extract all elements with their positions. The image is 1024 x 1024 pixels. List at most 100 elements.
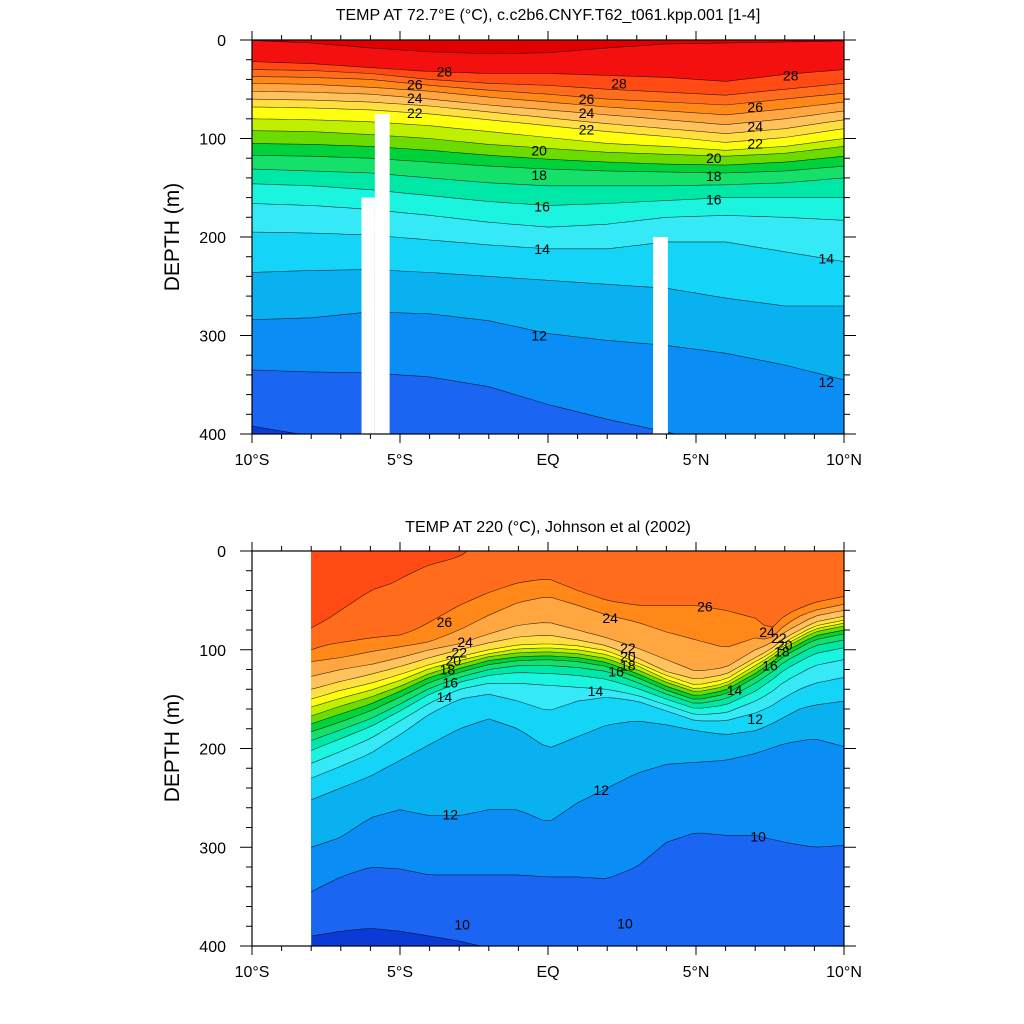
contour-label: 12 [818, 374, 834, 390]
isotherm-19 [252, 143, 844, 166]
x-tick-label: 5°N [683, 452, 710, 469]
contour-label: 20 [777, 637, 793, 653]
chart-1-contour-lines [252, 40, 844, 434]
x-tick-label: 5°N [683, 964, 710, 981]
chart-1-title: TEMP AT 72.7°E (°C), c.c2b6.CNYF.T62_t06… [336, 7, 761, 24]
contour-label: 16 [443, 674, 459, 690]
y-tick-label: 100 [199, 643, 226, 660]
isotherm-21 [252, 118, 844, 151]
chart-2: TEMP AT 220 (°C), Johnson et al (2002) 2… [161, 519, 862, 981]
contour-label: 14 [534, 241, 550, 257]
contour-label: 24 [457, 634, 473, 650]
contour-label: 16 [762, 658, 778, 674]
isotherm-15 [311, 659, 844, 764]
y-tick-label: 300 [199, 840, 226, 857]
contour-label: 26 [437, 614, 453, 630]
isotherm-22 [311, 619, 844, 700]
chart-2-contour-lines [311, 551, 844, 946]
contour-label: 22 [771, 630, 787, 646]
chart-1-fill-layers [252, 40, 844, 434]
contour-label: 12 [443, 807, 459, 823]
contour-label: 18 [620, 658, 636, 674]
isotherm-18 [252, 154, 844, 174]
contour-label: 28 [437, 64, 453, 80]
chart-1-missing-data [361, 113, 668, 434]
contour-label: 24 [747, 119, 763, 135]
contour-label: 22 [451, 645, 467, 661]
fill-layer-28 [252, 40, 844, 82]
contour-label: 28 [783, 67, 799, 83]
contour-label: 26 [747, 99, 763, 115]
contour-label: 10 [750, 828, 766, 844]
x-tick-label: 10°N [826, 452, 862, 469]
chart-1: TEMP AT 72.7°E (°C), c.c2b6.CNYF.T62_t06… [161, 7, 862, 469]
isotherm-13 [252, 269, 844, 307]
contour-label: 18 [774, 644, 790, 660]
isotherm-21 [311, 622, 844, 708]
isotherm-29 [252, 40, 844, 55]
isotherm-26 [311, 579, 844, 651]
contour-label: 26 [579, 91, 595, 107]
contour-label: 20 [531, 142, 547, 158]
isotherm-23 [252, 98, 844, 134]
isotherm-19 [311, 629, 844, 725]
y-tick-label: 400 [199, 427, 226, 444]
contour-label: 18 [706, 168, 722, 184]
contour-label: 18 [531, 167, 547, 183]
isotherm-25 [252, 83, 844, 116]
isotherm-24 [252, 90, 844, 126]
isotherm-15 [252, 203, 844, 228]
contour-label: 14 [727, 682, 743, 698]
x-tick-label: 10°S [235, 452, 270, 469]
contour-label: 26 [407, 76, 423, 92]
isotherm-17 [311, 639, 844, 741]
contour-label: 18 [440, 662, 456, 678]
contour-label: 10 [617, 915, 633, 931]
contour-label: 16 [706, 192, 722, 208]
isotherm-18 [311, 633, 844, 732]
contour-label: 20 [706, 150, 722, 166]
isotherm-24 [311, 610, 844, 677]
contour-label: 16 [534, 198, 550, 214]
chart-2-axes: 10°S 5°S EQ 5°N 10°N 0 100 200 300 400 [199, 542, 862, 981]
chart-2-title: TEMP AT 220 (°C), Johnson et al (2002) [405, 519, 691, 536]
y-tick-label: 0 [217, 544, 226, 561]
contour-label: 22 [620, 640, 636, 656]
isotherm-26 [252, 76, 844, 106]
fill-layer-27 [311, 551, 468, 628]
contour-label: 20 [620, 649, 636, 665]
isotherm-28 [252, 61, 844, 82]
contour-label: 14 [437, 689, 453, 705]
contour-label: 10 [454, 916, 470, 932]
isotherm-27 [252, 69, 844, 96]
contour-label: 12 [747, 711, 763, 727]
isotherm-20 [311, 625, 844, 717]
y-tick-label: 200 [199, 230, 226, 247]
contour-label: 22 [747, 135, 763, 151]
contour-label: 22 [579, 122, 595, 138]
contour-label: 12 [593, 782, 609, 798]
x-tick-label: 5°S [387, 964, 413, 981]
isotherm-13 [311, 700, 844, 801]
x-tick-label: EQ [536, 452, 559, 469]
y-tick-label: 400 [199, 939, 226, 956]
fill-layer-26 [311, 551, 844, 650]
isotherm-11 [311, 832, 844, 892]
isotherm-22 [252, 106, 844, 143]
fill-layer-29 [252, 40, 844, 54]
isotherm-20 [252, 130, 844, 157]
isotherm-12 [311, 739, 844, 848]
x-tick-label: 10°N [826, 964, 862, 981]
contour-label: 24 [579, 105, 595, 121]
missing-data-column [361, 197, 375, 434]
y-tick-label: 300 [199, 329, 226, 346]
x-tick-label: EQ [536, 964, 559, 981]
contour-label: 28 [611, 75, 627, 91]
y-tick-label: 100 [199, 132, 226, 149]
chart-2-contour-labels: 2624222018161424222018161426242220181614… [437, 598, 793, 932]
missing-data-column [653, 237, 668, 434]
contour-label: 22 [407, 105, 423, 121]
isotherm-16 [311, 647, 844, 751]
